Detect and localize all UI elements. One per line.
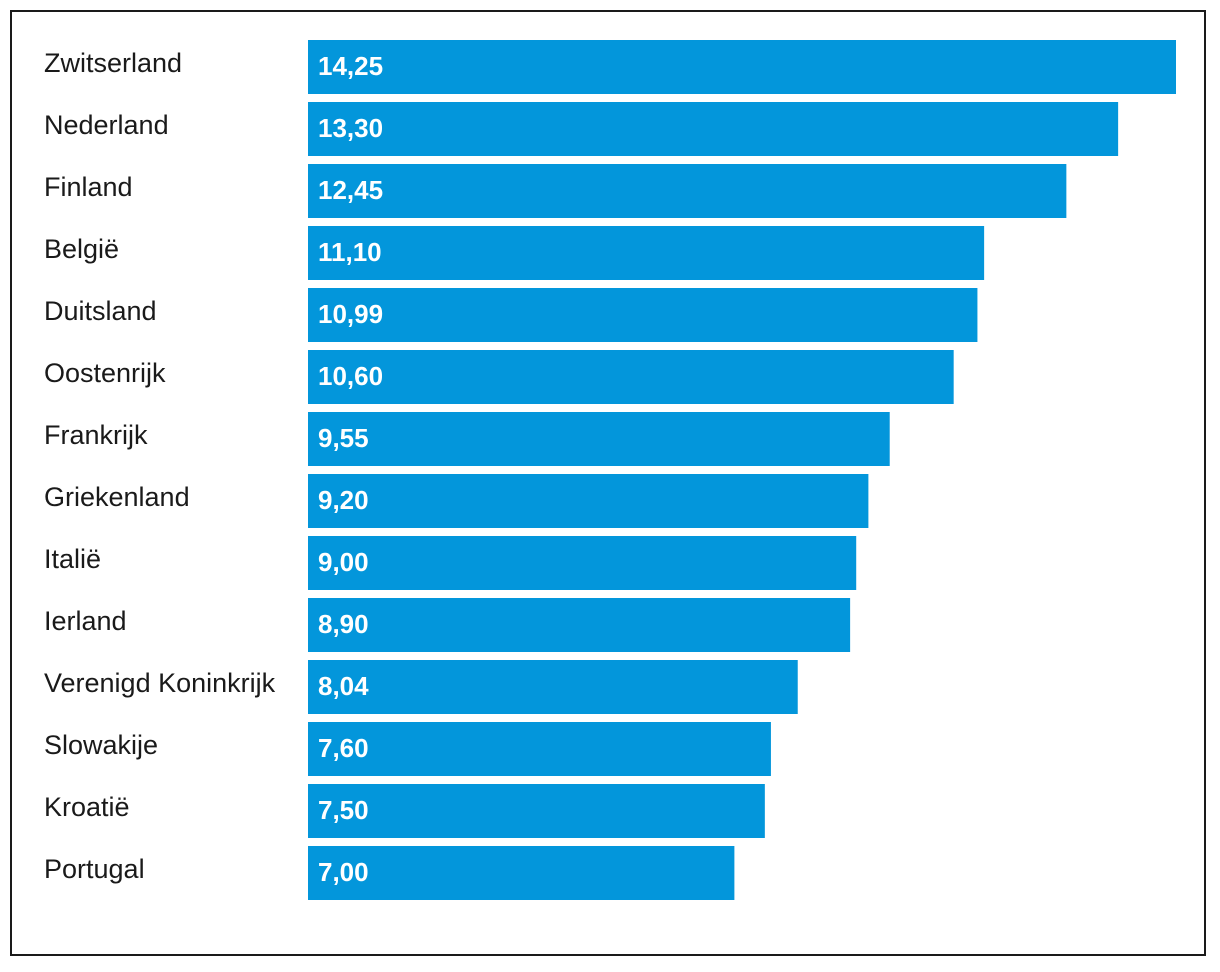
value-label: 7,60 (318, 733, 369, 763)
bar-row: Ierland 8,90 (44, 598, 851, 652)
value-label: 14,25 (318, 51, 383, 81)
bar (308, 412, 890, 466)
value-label: 10,60 (318, 361, 383, 391)
bar-row: Frankrijk 9,55 (44, 412, 890, 466)
value-label: 9,00 (318, 547, 369, 577)
bar (308, 164, 1067, 218)
bar (308, 226, 985, 280)
bar (308, 722, 771, 776)
bar-row: Slowakije 7,60 (44, 722, 771, 776)
bar (308, 536, 857, 590)
bar-row: Griekenland 9,20 (44, 474, 869, 528)
category-label: Finland (44, 172, 133, 202)
category-label: Griekenland (44, 482, 190, 512)
value-label: 7,50 (318, 795, 369, 825)
bar-row: Kroatië 7,50 (44, 784, 765, 838)
bar-row: Italië 9,00 (44, 536, 857, 590)
bar (308, 846, 735, 900)
category-label: Zwitserland (44, 48, 182, 78)
value-label: 7,00 (318, 857, 369, 887)
bar (308, 598, 851, 652)
category-label: Ierland (44, 606, 127, 636)
bar (308, 784, 765, 838)
value-label: 8,90 (318, 609, 369, 639)
category-label: Portugal (44, 854, 145, 884)
bar-row: Verenigd Koninkrijk 8,04 (44, 660, 798, 714)
bar-row: Finland 12,45 (44, 164, 1067, 218)
category-label: Verenigd Koninkrijk (44, 668, 276, 698)
value-label: 13,30 (318, 113, 383, 143)
bar-row: Oostenrijk 10,60 (44, 350, 954, 404)
bar (308, 474, 869, 528)
bar (308, 660, 798, 714)
bar (308, 350, 954, 404)
bar-row: Nederland 13,30 (44, 102, 1119, 156)
value-label: 8,04 (318, 671, 369, 701)
category-label: Frankrijk (44, 420, 148, 450)
category-label: Slowakije (44, 730, 158, 760)
bar (308, 102, 1119, 156)
value-label: 10,99 (318, 299, 383, 329)
bar-row: Portugal 7,00 (44, 846, 735, 900)
value-label: 9,20 (318, 485, 369, 515)
category-label: Kroatië (44, 792, 130, 822)
bars-layer: Zwitserland 14,25 Nederland 13,30 Finland 12,… (44, 40, 1176, 900)
category-label: België (44, 234, 119, 264)
category-label: Italië (44, 544, 101, 574)
value-label: 9,55 (318, 423, 369, 453)
category-label: Duitsland (44, 296, 157, 326)
bar-row: België 11,10 (44, 226, 985, 280)
value-label: 12,45 (318, 175, 383, 205)
bar-row: Duitsland 10,99 (44, 288, 978, 342)
value-label: 11,10 (318, 237, 382, 267)
category-label: Oostenrijk (44, 358, 166, 388)
bar-row: Zwitserland 14,25 (44, 40, 1176, 94)
category-label: Nederland (44, 110, 169, 140)
bar (308, 288, 978, 342)
bar (308, 40, 1176, 94)
